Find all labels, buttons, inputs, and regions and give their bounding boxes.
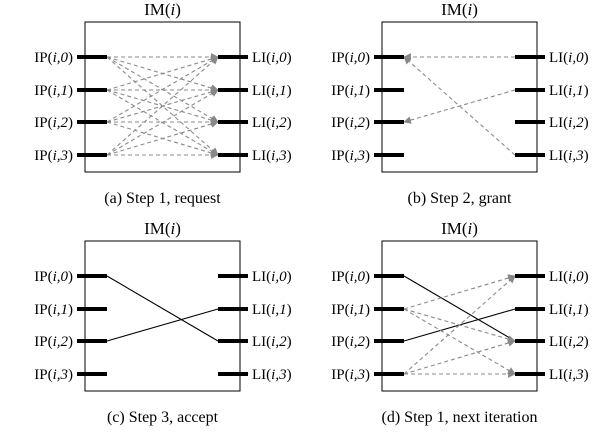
request-arrow-6 [403,339,516,375]
output-link-label: LI(i,3) [549,367,589,383]
input-port-label: IP(i,1) [34,83,73,99]
output-link-label: LI(i,2) [252,115,292,131]
input-port-label: IP(i,0) [331,269,370,285]
accepted-link-1 [106,308,219,342]
request-arrow-2 [403,274,516,310]
input-port-label: IP(i,0) [34,50,73,66]
panel-title: IM(i) [144,0,181,19]
panel-2: IM(i) IP(i,0) LI(i,0) IP(i,1) LI(i,1) IP(i,2)… [34,219,291,426]
output-link-label: LI(i,1) [549,83,589,99]
input-port-label: IP(i,3) [34,148,73,164]
panel-title: IM(i) [441,0,478,19]
input-port-label: IP(i,3) [34,367,73,383]
request-arrow-9 [106,88,219,123]
output-link-label: LI(i,3) [549,148,589,164]
output-link-label: LI(i,2) [549,334,589,350]
input-port-label: IP(i,1) [331,302,370,318]
interface-module-box [381,240,538,392]
output-link-label: LI(i,1) [252,83,292,99]
input-port-label: IP(i,2) [34,334,73,350]
input-port-label: IP(i,2) [331,334,370,350]
output-link-label: LI(i,0) [549,50,589,66]
panel-title: IM(i) [441,219,478,238]
panel-3: IM(i) IP(i,0) LI(i,0) IP(i,1) LI(i,1) IP(i,2)… [331,219,588,426]
panel-1: IM(i) IP(i,0) LI(i,0) IP(i,1) LI(i,1) IP(i,2)… [331,0,588,207]
grant-arrow-1 [403,89,516,124]
request-arrow-5 [403,275,516,375]
output-link-label: LI(i,3) [252,367,292,383]
panel-caption: (c) Step 3, accept [107,409,219,426]
input-port-label: IP(i,2) [34,115,73,131]
output-link-label: LI(i,1) [252,302,292,318]
input-port-label: IP(i,3) [331,148,370,164]
output-link-label: LI(i,0) [252,50,292,66]
accepted-link-0 [106,275,219,342]
input-port-label: IP(i,0) [34,269,73,285]
panel-caption: (a) Step 1, request [104,190,221,207]
input-port-label: IP(i,3) [331,367,370,383]
input-port-label: IP(i,1) [331,83,370,99]
accepted-link-0 [403,275,516,342]
panel-caption: (d) Step 1, next iteration [382,409,538,426]
request-arrow-8 [106,56,219,123]
grant-arrow-2 [403,56,516,156]
request-arrow-4 [403,308,516,375]
output-link-label: LI(i,2) [549,115,589,131]
interface-module-box [84,240,241,392]
request-arrow-4 [106,55,219,91]
output-link-label: LI(i,3) [252,148,292,164]
request-arrow-12 [106,56,219,156]
interface-module-box [84,21,241,173]
input-port-label: IP(i,0) [331,50,370,66]
panel-title: IM(i) [144,219,181,238]
request-arrow-13 [106,89,219,156]
output-link-label: LI(i,1) [549,302,589,318]
output-link-label: LI(i,2) [252,334,292,350]
input-port-label: IP(i,2) [331,115,370,131]
interface-module-box [381,21,538,173]
output-link-label: LI(i,0) [549,269,589,285]
panel-caption: (b) Step 2, grant [408,190,513,207]
request-arrow-3 [106,56,219,156]
panel-0: IM(i) IP(i,0) LI(i,0) IP(i,1) LI(i,1) IP(i,2)… [34,0,291,207]
request-arrow-3 [403,308,516,343]
request-arrow-14 [106,120,219,156]
input-port-label: IP(i,1) [34,302,73,318]
output-link-label: LI(i,0) [252,269,292,285]
